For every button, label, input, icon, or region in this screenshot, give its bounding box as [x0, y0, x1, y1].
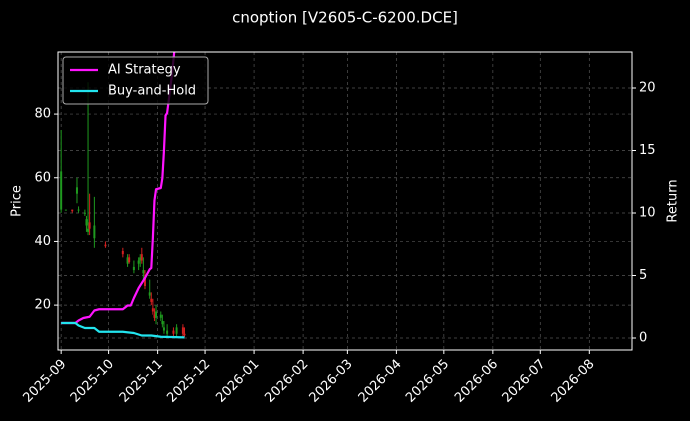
y2-tick-label: 5 [639, 268, 647, 283]
y2-axis-label: Return [666, 179, 681, 222]
x-tick-label: 2026-03 [307, 357, 356, 406]
candle-body [162, 327, 165, 331]
candle-body [87, 228, 90, 232]
candle-body [151, 308, 154, 312]
x-tick-label: 2026-07 [500, 357, 549, 406]
candle-body [139, 257, 142, 261]
candle-body [166, 330, 169, 334]
candle-body [150, 298, 153, 302]
candle-body [153, 314, 156, 318]
x-tick-label: 2026-04 [356, 357, 405, 406]
candle-body [75, 187, 78, 194]
x-tick-label: 2025-12 [164, 357, 213, 406]
candle-body [93, 225, 96, 239]
candle-body [159, 314, 162, 318]
candle-body [126, 257, 129, 264]
x-tick-label: 2025-09 [20, 357, 69, 406]
plot-area [60, 52, 186, 339]
candle-body [77, 209, 80, 211]
x-tick-label: 2026-06 [452, 357, 501, 406]
candle-body [121, 250, 124, 255]
y2-tick-label: 0 [639, 331, 647, 346]
series-line [61, 52, 176, 325]
y-axis-label: Price [10, 185, 25, 217]
y2-tick-label: 20 [639, 81, 656, 96]
candle-body [83, 212, 86, 214]
candle-body [172, 330, 175, 334]
legend-label: Buy-and-Hold [108, 84, 196, 99]
y-tick-label: 20 [34, 298, 51, 313]
candle-body [161, 321, 164, 325]
candle-body [143, 276, 146, 287]
candle-body [183, 333, 186, 336]
y-tick-label: 80 [34, 107, 51, 122]
x-tick-label: 2026-08 [549, 357, 598, 406]
candle-body [148, 292, 151, 296]
x-tick-label: 2026-02 [262, 357, 311, 406]
candle-body [104, 244, 107, 247]
candle-body [181, 327, 184, 334]
y-tick-label: 60 [34, 170, 51, 185]
candle-body [137, 260, 140, 264]
chart-title: cnoption [V2605-C-6200.DCE] [232, 9, 458, 27]
x-tick-label: 2026-01 [213, 357, 262, 406]
series-line [61, 321, 185, 339]
y-tick-label: 40 [34, 234, 51, 249]
candle-body [175, 327, 178, 334]
x-tick-label: 2026-05 [403, 357, 452, 406]
candle-body [128, 257, 131, 263]
plot-frame [57, 51, 633, 351]
y2-tick-label: 15 [639, 143, 656, 158]
candle-body [71, 209, 74, 212]
legend-box [62, 56, 209, 105]
candle-body [64, 209, 67, 211]
candle-body [60, 171, 63, 210]
legend: AI Strategy Buy-and-Hold [62, 56, 209, 105]
legend-label: AI Strategy [108, 63, 181, 78]
x-tick-label: 2025-10 [68, 357, 117, 406]
x-tick-label: 2025-11 [117, 357, 166, 406]
candle-body [85, 219, 88, 226]
candle-body [140, 254, 143, 261]
y2-tick-label: 10 [639, 206, 656, 221]
candle-body [155, 311, 158, 318]
candle-body [88, 222, 91, 229]
candle-body [142, 270, 145, 274]
candle-body [132, 266, 135, 271]
